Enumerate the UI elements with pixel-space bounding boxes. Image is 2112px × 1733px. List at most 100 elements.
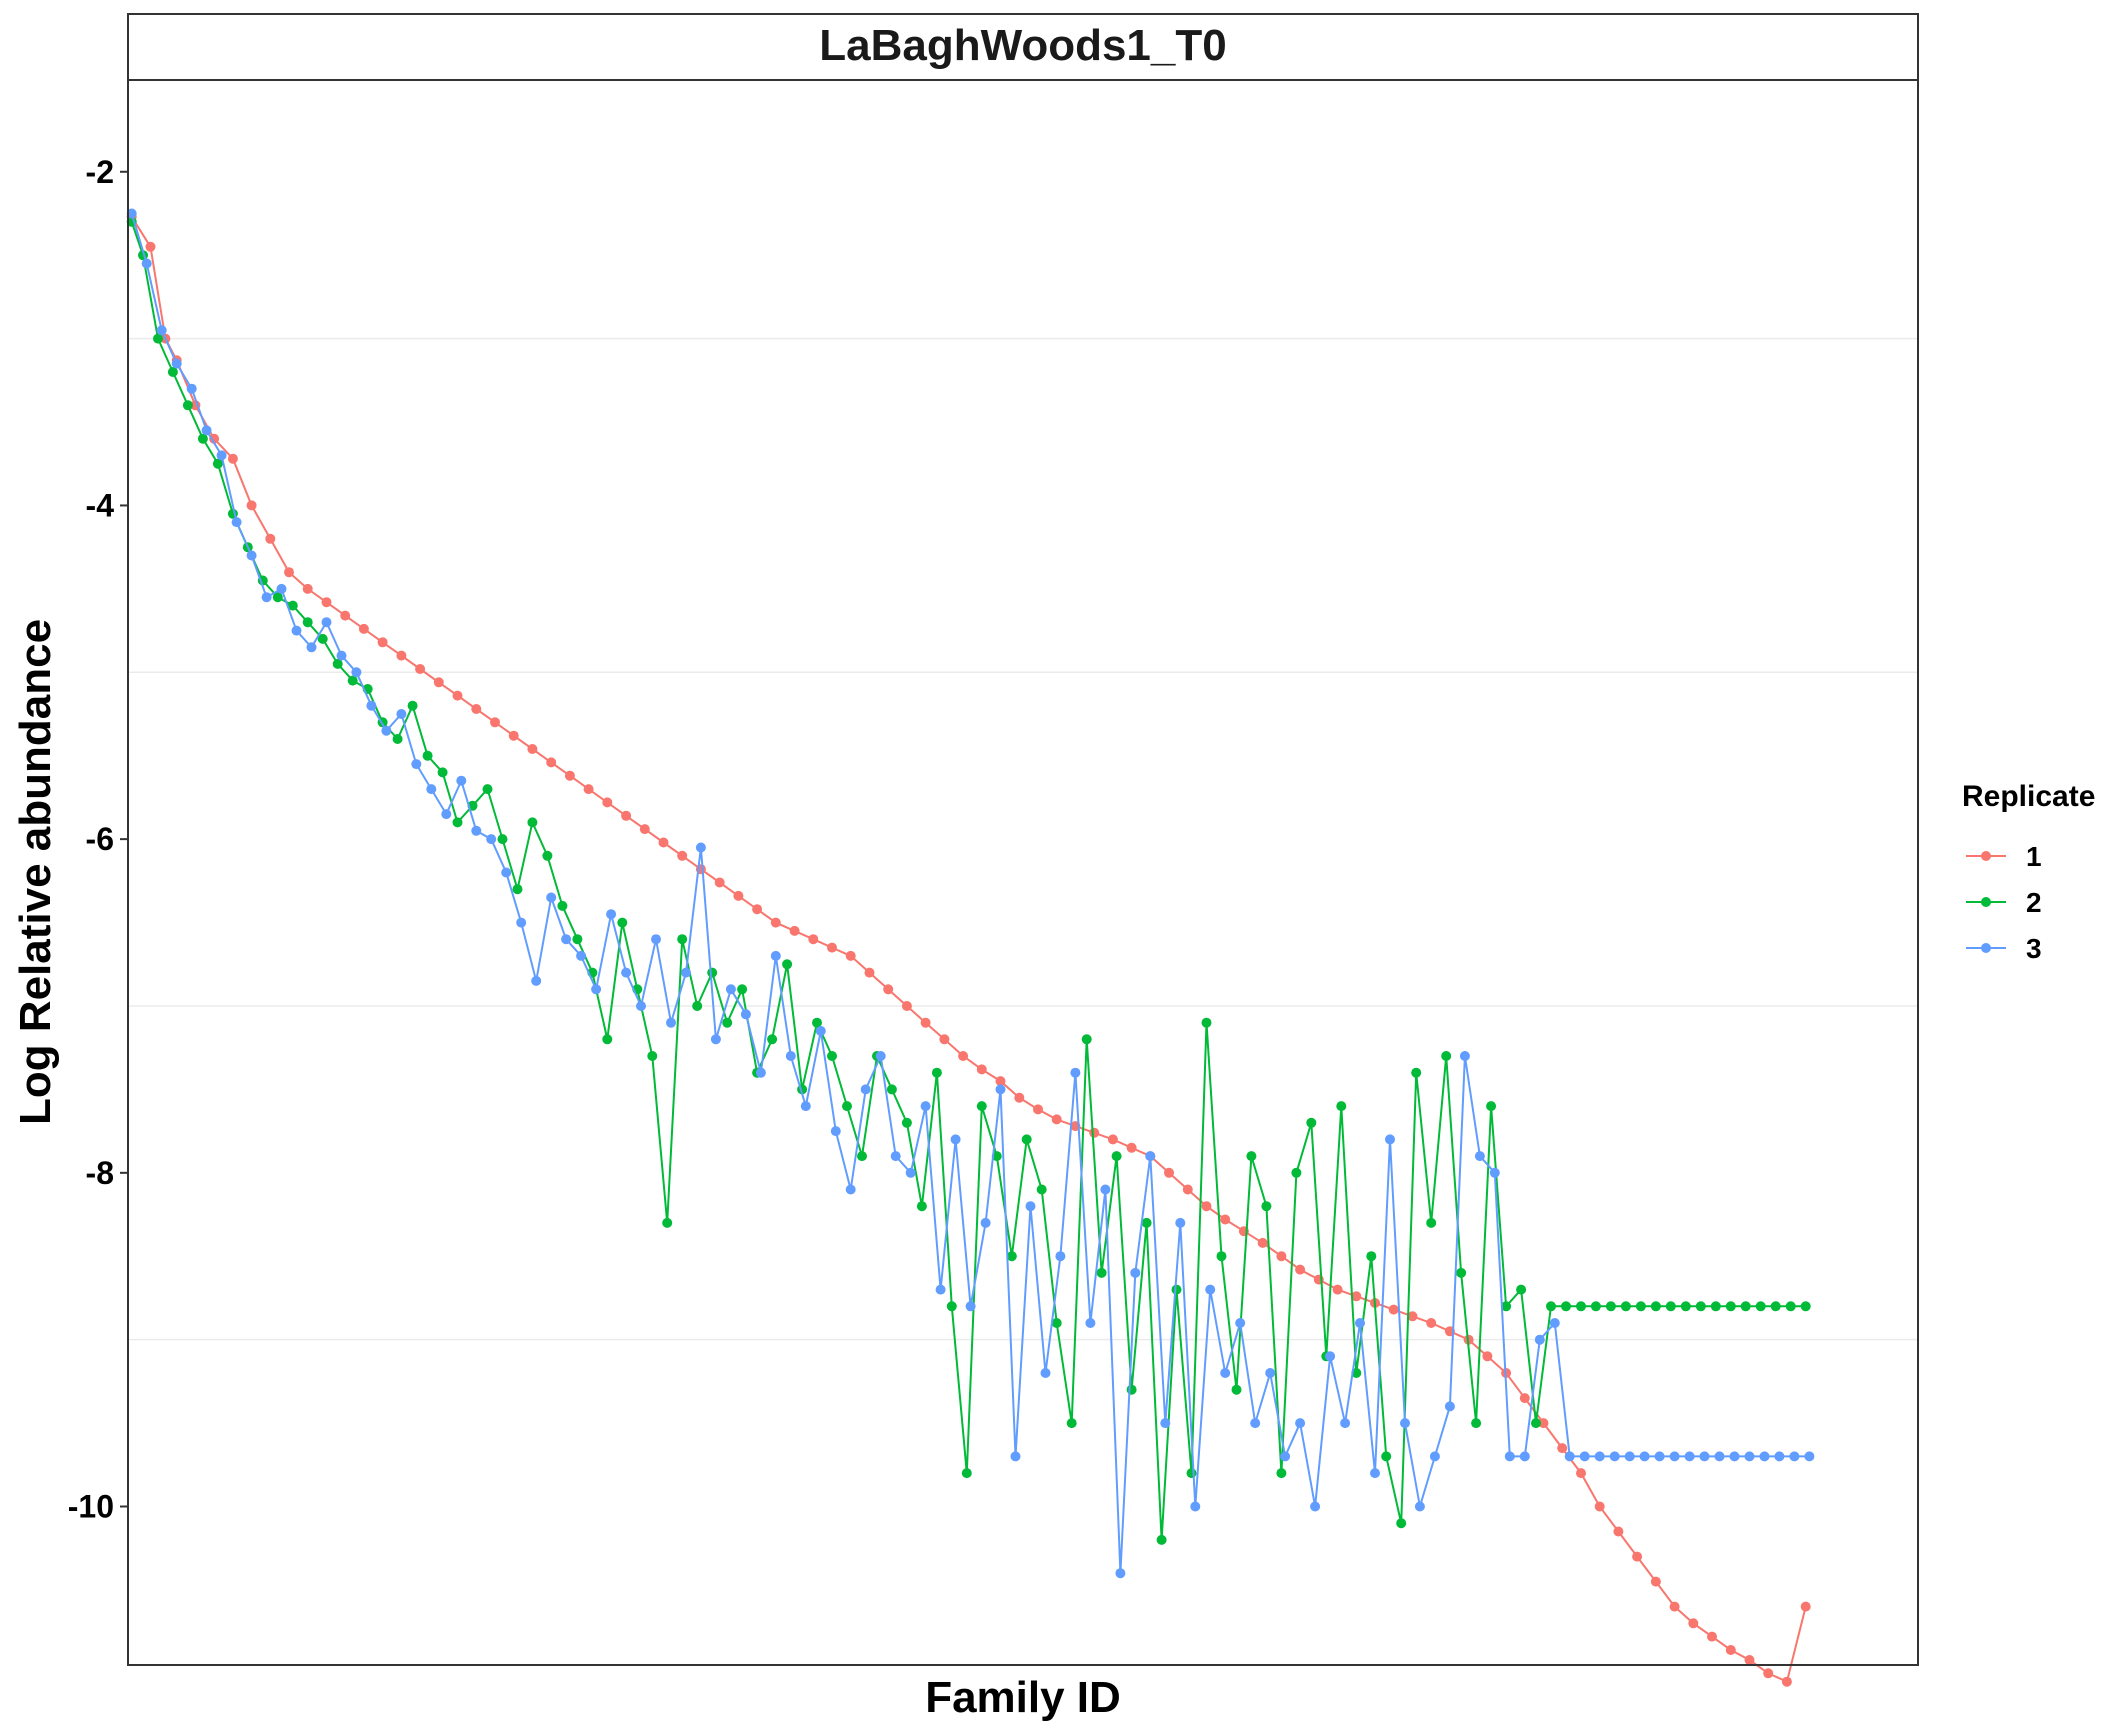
data-point: [1355, 1318, 1365, 1328]
data-point: [1699, 1451, 1710, 1462]
data-point: [527, 817, 538, 828]
data-point: [1280, 1451, 1291, 1462]
data-point: [1594, 1451, 1605, 1462]
data-point: [939, 1034, 950, 1045]
data-point: [1201, 1201, 1212, 1212]
data-point: [1650, 1576, 1661, 1587]
data-point: [426, 784, 437, 795]
data-point: [1310, 1501, 1321, 1512]
data-point: [392, 734, 403, 744]
data-point: [1366, 1251, 1377, 1262]
data-point: [276, 583, 287, 594]
data-point: [265, 533, 276, 544]
data-point: [1534, 1334, 1545, 1345]
data-point: [931, 1067, 942, 1078]
data-point: [437, 767, 448, 778]
data-point: [1804, 1451, 1815, 1462]
data-point: [1411, 1067, 1422, 1078]
data-point: [501, 867, 512, 878]
data-point: [516, 917, 527, 928]
data-point: [347, 675, 358, 686]
legend-key-point: [1981, 897, 1991, 907]
data-point: [1145, 1151, 1156, 1162]
data-point: [1759, 1451, 1770, 1462]
data-point: [677, 934, 688, 945]
data-point: [1501, 1301, 1512, 1312]
data-point: [692, 1001, 703, 1011]
data-point: [1519, 1393, 1530, 1404]
plot-panel: [128, 80, 1918, 1665]
data-point: [1025, 1201, 1036, 1212]
data-point: [1546, 1301, 1556, 1312]
data-point: [246, 550, 257, 561]
data-point: [156, 325, 167, 336]
legend-label: 2: [2026, 887, 2042, 918]
data-point: [486, 834, 497, 845]
data-point: [857, 1151, 867, 1162]
data-point: [1336, 1101, 1347, 1112]
data-point: [636, 1001, 646, 1011]
data-point: [1265, 1368, 1276, 1378]
legend-label: 3: [2026, 933, 2042, 964]
data-point: [497, 834, 508, 845]
data-point: [1576, 1301, 1586, 1312]
data-point: [1295, 1418, 1306, 1429]
data-point: [396, 650, 407, 661]
data-point: [1471, 1418, 1482, 1429]
data-point: [542, 850, 553, 861]
data-point: [1407, 1311, 1418, 1322]
data-point: [396, 709, 407, 719]
series-1: [126, 211, 1811, 1687]
data-point: [1164, 1167, 1174, 1178]
legend: Replicate 1 2 3: [1962, 780, 2095, 964]
data-point: [490, 717, 500, 728]
data-point: [1669, 1601, 1680, 1612]
data-point: [209, 433, 220, 444]
data-point: [1111, 1151, 1122, 1162]
data-point: [1695, 1301, 1706, 1312]
data-point: [182, 400, 193, 411]
data-point: [995, 1076, 1006, 1087]
y-tick-label: -10: [68, 1489, 114, 1525]
data-point: [1429, 1451, 1440, 1462]
data-point: [1325, 1351, 1336, 1362]
data-point: [1235, 1318, 1246, 1328]
data-point: [1115, 1568, 1126, 1579]
data-point: [681, 967, 691, 978]
data-point: [1021, 1134, 1032, 1145]
data-point: [812, 1017, 822, 1028]
data-point: [639, 824, 650, 835]
data-point: [1516, 1284, 1527, 1295]
data-point: [958, 1051, 969, 1061]
data-point: [1381, 1451, 1392, 1462]
data-point: [995, 1084, 1006, 1095]
data-point: [1707, 1631, 1717, 1642]
data-point: [1489, 1167, 1500, 1178]
data-point: [381, 725, 392, 736]
data-point: [1594, 1501, 1605, 1512]
data-point: [651, 934, 661, 945]
data-point: [1089, 1127, 1100, 1138]
data-point: [901, 1117, 912, 1128]
data-point: [1216, 1251, 1227, 1262]
data-point: [976, 1064, 987, 1075]
data-point: [1669, 1451, 1680, 1462]
data-point: [512, 884, 523, 895]
data-point: [1632, 1551, 1643, 1562]
legend-item-1: 1: [1966, 841, 2042, 872]
data-point: [1800, 1601, 1811, 1612]
data-point: [845, 1184, 856, 1195]
data-point: [171, 358, 182, 369]
data-point: [740, 1009, 751, 1020]
data-point: [1729, 1451, 1740, 1462]
data-point: [1141, 1217, 1152, 1228]
data-point: [508, 730, 519, 741]
data-point: [602, 797, 613, 808]
data-point: [606, 909, 617, 920]
data-point: [1291, 1167, 1302, 1178]
data-point: [677, 850, 688, 861]
data-point: [1725, 1301, 1736, 1312]
data-point: [1744, 1655, 1755, 1665]
